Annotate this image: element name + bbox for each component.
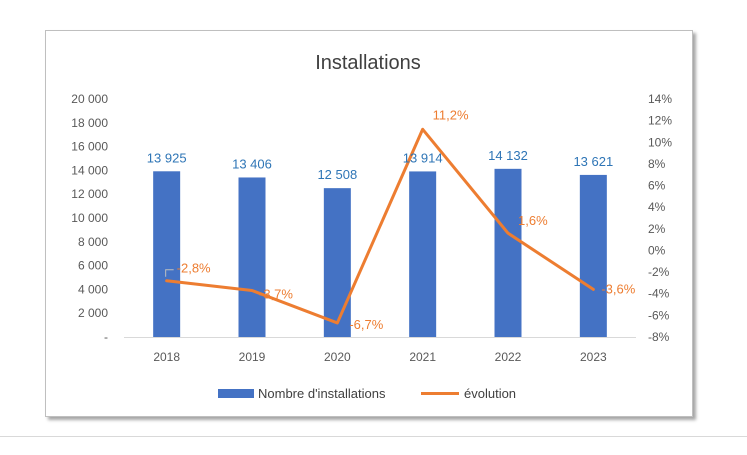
left-tick-label: 12 000 xyxy=(71,187,108,201)
right-tick-label: -6% xyxy=(648,308,670,322)
x-tick-label: 2021 xyxy=(409,350,436,364)
right-tick-label: 4% xyxy=(648,200,666,214)
chart-container: Installations - 2 000 4 000 6 000 8 000 10 00… xyxy=(45,30,693,417)
bar xyxy=(323,188,351,337)
combo-chart: Installations - 2 000 4 000 6 000 8 000 10 00… xyxy=(71,52,672,401)
bar-data-labels: 13 925 13 406 12 508 13 914 14 132 13 621 xyxy=(147,148,613,182)
left-tick-label: 4 000 xyxy=(78,282,108,296)
line-data-label: -3,7% xyxy=(259,286,293,301)
chart-title: Installations xyxy=(315,52,421,74)
right-tick-label: 6% xyxy=(648,179,666,193)
evolution-line xyxy=(165,127,595,325)
right-tick-label: -8% xyxy=(648,330,670,344)
bar-data-label: 13 406 xyxy=(232,156,272,171)
bar-data-label: 12 508 xyxy=(317,167,357,182)
legend: Nombre d'installations évolution xyxy=(218,386,516,401)
bar xyxy=(238,177,266,337)
line-data-label: -3,6% xyxy=(601,281,635,296)
right-tick-label: 10% xyxy=(648,135,672,149)
bar xyxy=(153,171,181,337)
left-tick-label: 18 000 xyxy=(71,116,108,130)
bar xyxy=(409,171,437,337)
x-tick-label: 2023 xyxy=(580,350,607,364)
legend-label-bars: Nombre d'installations xyxy=(258,386,386,401)
legend-swatch-bars xyxy=(218,389,254,398)
left-axis: - 2 000 4 000 6 000 8 000 10 000 12 000 14 000 1… xyxy=(71,92,108,344)
left-tick-label: 14 000 xyxy=(71,163,108,177)
right-tick-label: 12% xyxy=(648,114,672,128)
bar-series xyxy=(153,168,607,337)
right-tick-label: -4% xyxy=(648,287,670,301)
line-data-labels: -2,8% -3,7% -6,7% 11,2% 1,6% -3,6% xyxy=(165,107,636,332)
line-data-label: -6,7% xyxy=(349,317,383,332)
left-tick-label: 20 000 xyxy=(71,92,108,106)
x-tick-label: 2022 xyxy=(495,350,522,364)
line-data-label: 1,6% xyxy=(518,213,548,228)
bar-data-label: 14 132 xyxy=(488,148,528,163)
line-data-label: 11,2% xyxy=(433,107,469,122)
legend-label-line: évolution xyxy=(464,386,516,401)
right-axis: -8% -6% -4% -2% 0% 2% 4% 6% 8% 10% 12% 14% xyxy=(648,92,672,344)
right-tick-label: 0% xyxy=(648,243,666,257)
left-tick-label: 10 000 xyxy=(71,211,108,225)
page-divider xyxy=(0,436,747,437)
left-tick-label: 2 000 xyxy=(78,306,108,320)
left-tick-label: - xyxy=(104,330,108,344)
right-tick-label: 8% xyxy=(648,157,666,171)
left-tick-label: 6 000 xyxy=(78,259,108,273)
x-axis: 2018 2019 2020 2021 2022 2023 xyxy=(124,337,636,364)
bar-data-label: 13 925 xyxy=(147,150,187,165)
x-tick-label: 2020 xyxy=(324,350,351,364)
bar xyxy=(494,168,522,337)
left-tick-label: 8 000 xyxy=(78,235,108,249)
right-tick-label: 14% xyxy=(648,92,672,106)
bar-data-label: 13 914 xyxy=(403,150,443,165)
line-series xyxy=(165,127,595,325)
right-tick-label: 2% xyxy=(648,222,666,236)
line-data-label: -2,8% xyxy=(177,261,211,276)
x-tick-label: 2019 xyxy=(239,350,266,364)
left-tick-label: 16 000 xyxy=(71,140,108,154)
bar xyxy=(579,174,607,337)
label-leader-line xyxy=(165,269,174,277)
x-tick-label: 2018 xyxy=(153,350,180,364)
right-tick-label: -2% xyxy=(648,265,670,279)
bar-data-label: 13 621 xyxy=(573,154,613,169)
